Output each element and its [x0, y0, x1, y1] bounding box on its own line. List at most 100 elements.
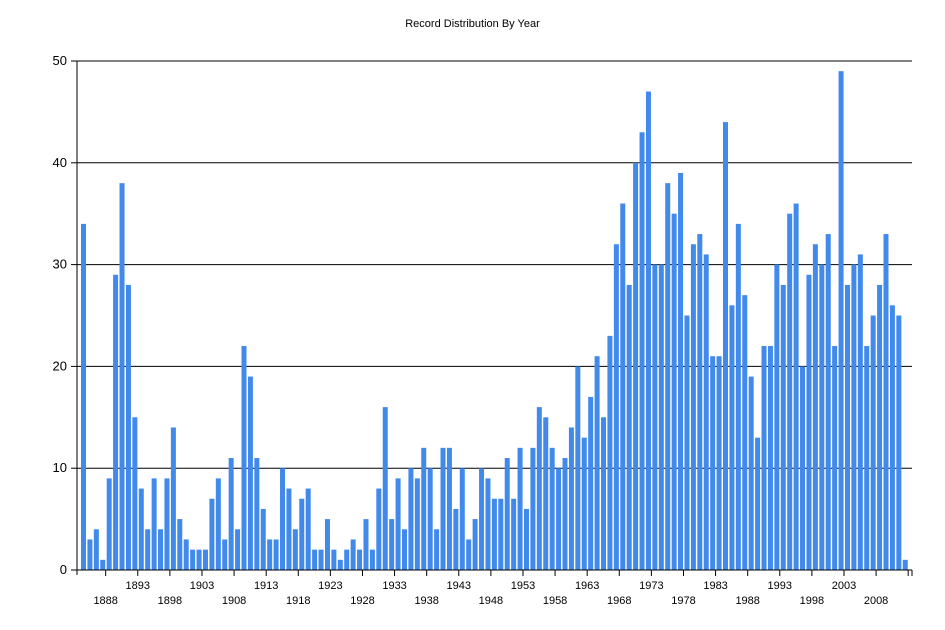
- x-tick-label: 1893: [126, 580, 150, 592]
- bar-1922: [324, 519, 330, 570]
- bar-1897: [164, 478, 170, 570]
- bar-1978: [684, 315, 690, 570]
- bar-1998: [812, 244, 818, 571]
- x-tick-label: 2003: [832, 580, 856, 592]
- bar-1967: [613, 244, 619, 571]
- x-tick-label: 1958: [543, 595, 567, 607]
- bar-1973: [652, 264, 658, 570]
- bar-2003: [844, 284, 850, 570]
- bar-1910: [247, 376, 253, 570]
- bar-1980: [697, 234, 703, 570]
- bar-1921: [318, 549, 324, 570]
- bar-1927: [357, 549, 363, 570]
- bar-1919: [305, 488, 311, 570]
- bar-1939: [434, 529, 440, 570]
- bar-1963: [588, 396, 594, 570]
- bar-1904: [209, 498, 215, 570]
- x-tick-label: 1898: [158, 595, 182, 607]
- bar-1931: [382, 407, 388, 570]
- bar-1900: [183, 539, 189, 570]
- bar-1902: [196, 549, 202, 570]
- bar-1935: [408, 468, 414, 570]
- y-tick-label: 10: [53, 460, 67, 475]
- bar-2012: [902, 559, 908, 570]
- bar-2002: [838, 71, 844, 571]
- bar-1909: [241, 346, 247, 570]
- bar-2005: [857, 254, 863, 571]
- bar-1959: [562, 458, 568, 570]
- bar-1892: [132, 417, 138, 570]
- x-tick-label: 1993: [768, 580, 792, 592]
- x-tick-label: 1963: [575, 580, 599, 592]
- x-tick-label: 1938: [414, 595, 438, 607]
- x-tick-label: 1973: [639, 580, 663, 592]
- bar-1983: [716, 356, 722, 570]
- bar-1908: [235, 529, 241, 570]
- bar-1920: [312, 549, 318, 570]
- y-axis-ticks: 0 10 20 30 40 50: [53, 53, 77, 577]
- x-tick-label: 1923: [318, 580, 342, 592]
- bar-1893: [138, 488, 144, 570]
- bar-1988: [748, 376, 754, 570]
- bar-1948: [491, 498, 497, 570]
- bar-1986: [735, 223, 741, 570]
- x-tick-label: 1918: [286, 595, 310, 607]
- bar-1947: [485, 478, 491, 570]
- bar-1958: [556, 468, 562, 570]
- bar-1884: [81, 223, 86, 570]
- bars: [81, 71, 908, 571]
- bar-1890: [119, 183, 125, 570]
- bar-2006: [864, 346, 870, 570]
- bar-1917: [292, 529, 298, 570]
- bar-1977: [678, 172, 684, 571]
- bar-1894: [145, 529, 151, 570]
- bar-1933: [395, 478, 401, 570]
- x-axis-ticks: 1893 1903 1913 1923 1933 1943 1953 1963 1973 1983…: [93, 570, 913, 607]
- bar-1970: [633, 162, 639, 571]
- gridlines: [77, 60, 912, 469]
- bar-1918: [299, 498, 305, 570]
- bar-1957: [549, 447, 555, 570]
- x-tick-label: 1943: [447, 580, 471, 592]
- bar-1956: [543, 417, 549, 570]
- bar-1982: [710, 356, 716, 570]
- bar-1965: [601, 417, 607, 570]
- bar-1895: [151, 478, 157, 570]
- bar-1995: [793, 203, 799, 570]
- bar-1942: [453, 508, 459, 570]
- x-tick-label: 1928: [350, 595, 374, 607]
- bar-2008: [877, 284, 883, 570]
- bar-1991: [767, 346, 773, 570]
- bar-1997: [806, 274, 812, 570]
- bar-1944: [466, 539, 472, 570]
- bar-1953: [523, 508, 529, 570]
- bar-1923: [331, 549, 337, 570]
- x-tick-label: 1903: [190, 580, 214, 592]
- bar-1886: [93, 529, 99, 570]
- bar-1926: [350, 539, 356, 570]
- bar-1966: [607, 335, 613, 570]
- y-tick-label: 20: [53, 358, 67, 373]
- bar-1906: [222, 539, 228, 570]
- bar-1964: [594, 356, 600, 570]
- x-tick-label: 1933: [382, 580, 406, 592]
- x-tick-label: 2008: [864, 595, 888, 607]
- x-tick-label: 1983: [703, 580, 727, 592]
- bar-1984: [723, 122, 728, 570]
- x-tick-label: 1908: [222, 595, 246, 607]
- bar-1932: [389, 519, 395, 570]
- x-tick-label: 1953: [511, 580, 535, 592]
- bar-2007: [870, 315, 876, 570]
- x-tick-label: 1948: [479, 595, 503, 607]
- y-tick-label: 0: [60, 562, 67, 577]
- bar-1993: [780, 284, 786, 570]
- bar-2010: [889, 305, 895, 570]
- bar-1911: [254, 458, 260, 570]
- bar-1979: [690, 244, 696, 571]
- bar-1974: [658, 264, 664, 570]
- bar-1960: [568, 427, 574, 570]
- bar-1924: [337, 559, 343, 570]
- x-tick-label: 1913: [254, 580, 278, 592]
- bar-1907: [228, 458, 234, 570]
